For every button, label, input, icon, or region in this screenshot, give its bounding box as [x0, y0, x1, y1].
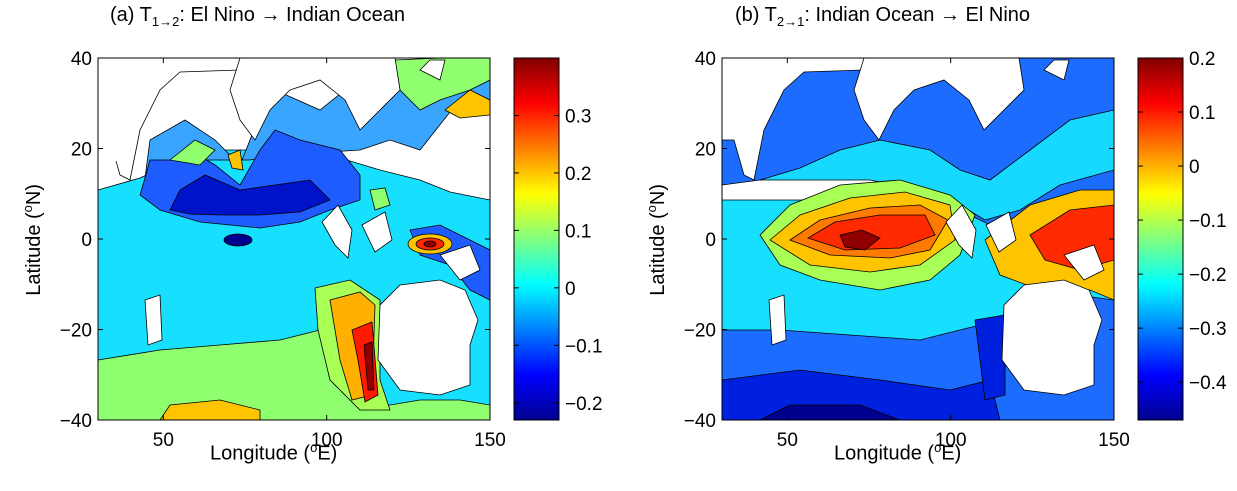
panel-a-xlabel: Longitude (oE): [210, 440, 337, 466]
panel-b-ytick-label: −40: [684, 411, 716, 432]
panel-a-xlabel-suffix: E): [317, 442, 338, 465]
panel-a-title-prefix: (a) T: [110, 4, 152, 26]
panel-a-ylabel-suffix: N): [22, 183, 45, 206]
panel-b-land-borneo: [985, 211, 1017, 253]
panel-a-colorbar-tick-label: −0.2: [565, 394, 603, 415]
panel-b-xlabel-prefix: Longitude (: [834, 442, 935, 465]
panel-b-xtick-label: 100: [935, 430, 967, 451]
panel-b-colorbar-tick-label: −0.4: [1189, 373, 1227, 394]
panel-b-xlabel-suffix: E): [941, 442, 962, 465]
panel-a-ylabel-prefix: Latitude (: [22, 212, 45, 296]
panel-a-ylabel: Latitude (oN): [20, 175, 46, 305]
panel-a-land-asia: [229, 58, 401, 141]
panel-b-ytick-label: −20: [684, 321, 716, 342]
panel-b-title-suffix: : Indian Ocean → El Nino: [804, 4, 1031, 26]
panel-a-ytick-label: 20: [71, 140, 92, 161]
panel-a-region-central-green: [369, 187, 391, 211]
panel-a-ytick-label: 40: [71, 49, 92, 70]
panel-a-region-arabian-green: [169, 139, 216, 166]
panel-a-xlabel-prefix: Longitude (: [210, 442, 311, 465]
panel-a-region-arabian-orange: [227, 149, 244, 171]
panel-b-xlabel: Longitude (oE): [834, 440, 961, 466]
panel-b-region-wa-blue: [974, 314, 1006, 401]
panel-b-region-eq-red: [807, 214, 936, 251]
panel-a-region-wa-max: [363, 341, 375, 391]
panel-b-ylabel-prefix: Latitude (: [646, 212, 669, 296]
panel-a-land-borneo: [361, 211, 393, 253]
panel-b-ylabel-sup: o: [644, 205, 660, 213]
panel-a-colorbar-tick-label: 0.2: [565, 164, 591, 185]
panel-b-colorbar-tick-label: −0.2: [1189, 265, 1227, 286]
panel-a-land-sumatra: [321, 204, 353, 259]
panel-b-ytick-label: 0: [705, 230, 716, 251]
panel-a-ytick-label: −40: [60, 411, 92, 432]
panel-a-title-suffix: : El Nino → Indian Ocean: [179, 4, 406, 26]
panel-a-title: (a) T1→2: El Nino → Indian Ocean: [110, 4, 405, 29]
panel-b-title-subscript: 2→1: [776, 14, 805, 29]
panel-a-region-south-orange: [159, 399, 261, 420]
panel-a-map: [98, 58, 490, 420]
panel-a-xtick-label: 100: [311, 430, 343, 451]
panel-b-colorbar-tick-label: −0.3: [1189, 319, 1227, 340]
panel-b-ytick-label: 20: [695, 140, 716, 161]
panel-b-ytick-label: 40: [695, 49, 716, 70]
panel-b-land-sumatra: [945, 204, 977, 259]
panel-b-colorbar: [1137, 57, 1184, 421]
panel-b-colorbar-tick-label: 0.2: [1189, 49, 1215, 70]
panel-a-xtick-label: 150: [474, 430, 506, 451]
panel-b-colorbar-tick-label: −0.1: [1189, 211, 1227, 232]
panel-a-ytick-label: −20: [60, 321, 92, 342]
panel-b-title-prefix: (b) T: [735, 4, 777, 26]
panel-a-colorbar-tick-label: 0: [565, 279, 576, 300]
panel-b-land-new-guinea: [1063, 244, 1105, 281]
panel-b-map: [722, 58, 1114, 420]
panel-a-region-dark-blue: [169, 174, 331, 216]
panel-b-region-south-min: [759, 404, 901, 420]
panel-a-colorbar: [513, 57, 560, 421]
panel-b-xtick-label: 150: [1098, 430, 1130, 451]
panel-a-land-madagascar: [144, 294, 163, 346]
panel-b-land-australia: [1001, 279, 1103, 396]
panel-a-ytick-label: 0: [81, 230, 92, 251]
panel-b-colorbar-tick-label: 0.1: [1189, 103, 1215, 124]
panel-a-xtick-label: 50: [153, 430, 174, 451]
panel-b-colorbar-tick-label: 0: [1189, 157, 1200, 178]
panel-a-region-min: [223, 233, 253, 247]
panel-b-region-max: [839, 229, 881, 251]
panel-b-land-japan: [1043, 59, 1070, 81]
panel-b-xtick-label: 50: [777, 430, 798, 451]
panel-a-land-west-strip: [98, 95, 118, 165]
panel-a-region-ne-orange: [444, 89, 490, 119]
panel-b-land-asia: [853, 58, 1025, 141]
ticks-layer: 50 100 150 −40 −20 0 20 40 −0.2 −0.1 0 0.1 0.2 0.3 50 1…: [60, 49, 1227, 451]
panel-a-title-subscript: 1→2: [151, 14, 180, 29]
panel-a-land-new-guinea: [439, 244, 481, 281]
panel-b-land-madagascar: [768, 294, 787, 346]
panel-a-land-australia: [377, 279, 479, 396]
panel-b-ylabel-suffix: N): [646, 183, 669, 206]
panel-a-colorbar-tick-label: 0.3: [565, 106, 591, 127]
panel-a-colorbar-tick-label: −0.1: [565, 336, 603, 357]
panel-a-ylabel-sup: o: [20, 205, 36, 213]
panel-a-land-japan: [419, 59, 446, 81]
panel-a-xlabel-sup: o: [310, 440, 318, 455]
panel-b-xlabel-sup: o: [934, 440, 942, 455]
panel-a-region-max: [423, 240, 437, 248]
panel-b-title: (b) T2→1: Indian Ocean → El Nino: [735, 4, 1030, 29]
panel-a-colorbar-tick-label: 0.1: [565, 221, 591, 242]
panel-b-ylabel: Latitude (oN): [644, 175, 670, 305]
